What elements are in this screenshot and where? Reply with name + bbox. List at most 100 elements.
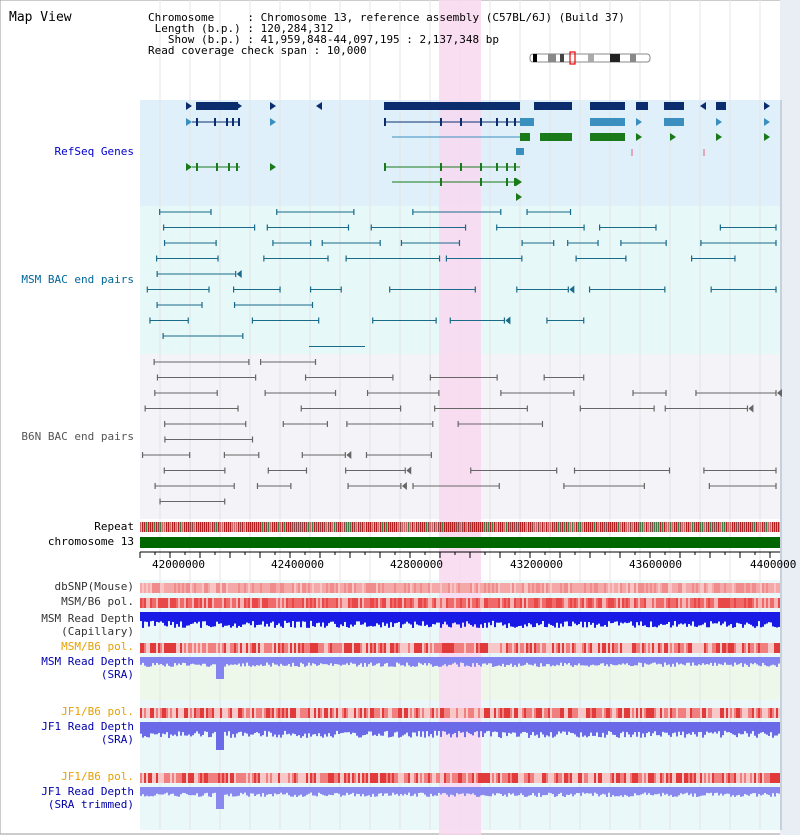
read-depth-bar: [298, 787, 300, 796]
read-depth-bar: [510, 787, 512, 795]
read-depth-bar: [764, 657, 766, 666]
polymorphism-cell: [768, 598, 770, 608]
track-label-msm-depth-sra[interactable]: MSM Read Depth: [41, 655, 134, 668]
track-label-jf1-depth-sra-sub: (SRA): [100, 733, 134, 746]
read-depth-bar: [392, 612, 394, 627]
track-label-msm-b6-pol-2[interactable]: MSM/B6 pol.: [61, 640, 134, 653]
polymorphism-cell: [260, 773, 262, 783]
polymorphism-cell: [388, 773, 390, 783]
track-label-jf1-b6-pol-2[interactable]: JF1/B6 pol.: [61, 770, 134, 783]
polymorphism-cell: [246, 583, 248, 593]
polymorphism-cell: [470, 598, 472, 608]
polymorphism-cell: [770, 598, 772, 608]
repeat-feature: [304, 522, 306, 532]
read-depth-bar: [470, 787, 472, 795]
polymorphism-cell: [626, 583, 628, 593]
read-depth-bar: [386, 657, 388, 663]
track-label-jf1-b6-pol[interactable]: JF1/B6 pol.: [61, 705, 134, 718]
polymorphism-cell: [740, 598, 742, 608]
read-depth-bar: [696, 722, 698, 737]
polymorphism-cell: [688, 643, 690, 653]
polymorphism-cell: [326, 643, 328, 653]
read-depth-bar: [282, 612, 284, 628]
read-depth-bar: [746, 722, 748, 734]
polymorphism-cell: [384, 583, 386, 593]
read-depth-bar: [300, 657, 302, 663]
polymorphism-cell: [648, 773, 650, 783]
read-depth-bar: [480, 612, 482, 625]
read-depth-bar: [370, 787, 372, 797]
polymorphism-cell: [476, 598, 478, 608]
repeat-feature: [414, 522, 416, 532]
read-depth-bar: [558, 657, 560, 666]
polymorphism-cell: [258, 598, 260, 608]
read-depth-bar: [182, 657, 184, 663]
read-depth-bar: [662, 612, 664, 625]
read-depth-bar: [212, 722, 214, 734]
read-depth-bar: [202, 657, 204, 664]
track-label-jf1-depth-trimmed[interactable]: JF1 Read Depth: [41, 785, 134, 798]
polymorphism-cell: [204, 773, 206, 783]
polymorphism-cell: [518, 773, 520, 783]
read-depth-bar: [558, 722, 560, 732]
read-depth-bar: [372, 787, 374, 794]
track-label-msm-bac-end-pairs[interactable]: MSM BAC end pairs: [21, 273, 134, 286]
polymorphism-cell: [592, 773, 594, 783]
read-depth-bar: [438, 612, 440, 623]
polymorphism-cell: [338, 708, 340, 718]
polymorphism-cell: [508, 773, 510, 783]
read-depth-bar: [686, 657, 688, 663]
polymorphism-cell: [334, 643, 336, 653]
read-depth-bar: [442, 612, 444, 625]
polymorphism-cell: [736, 773, 738, 783]
polymorphism-cell: [240, 643, 242, 653]
polymorphism-cell: [744, 598, 746, 608]
read-depth-bar: [430, 657, 432, 665]
polymorphism-cell: [200, 773, 202, 783]
read-depth-bar: [606, 657, 608, 665]
read-depth-bar: [736, 722, 738, 738]
polymorphism-cell: [496, 708, 498, 718]
read-depth-bar: [496, 612, 498, 623]
polymorphism-cell: [268, 643, 270, 653]
polymorphism-cell: [488, 583, 490, 593]
polymorphism-cell: [636, 773, 638, 783]
track-label-refseq-genes[interactable]: RefSeq Genes: [54, 145, 134, 158]
track-label-b6n-bac-end-pairs[interactable]: B6N BAC end pairs: [21, 430, 134, 443]
track-label-repeat[interactable]: Repeat: [94, 520, 134, 533]
polymorphism-cell: [446, 708, 448, 718]
read-depth-bar: [252, 722, 254, 735]
read-depth-bar: [398, 722, 400, 738]
track-label-dbsnp[interactable]: dbSNP(Mouse): [54, 580, 134, 593]
track-label-jf1-depth-sra[interactable]: JF1 Read Depth: [41, 720, 134, 733]
read-depth-bar: [672, 722, 674, 734]
polymorphism-cell: [778, 598, 780, 608]
polymorphism-cell: [588, 773, 590, 783]
read-depth-bar: [308, 612, 310, 628]
repeat-feature: [520, 522, 522, 532]
polymorphism-cell: [504, 583, 506, 593]
polymorphism-cell: [680, 643, 682, 653]
read-depth-bar: [232, 612, 234, 627]
read-depth-bar: [656, 787, 658, 795]
read-depth-bar: [144, 787, 146, 797]
repeat-feature: [222, 522, 224, 532]
read-depth-bar: [594, 612, 596, 628]
polymorphism-cell: [270, 583, 272, 593]
track-label-msm-depth-capillary[interactable]: MSM Read Depth: [41, 612, 134, 625]
gene-exon: [226, 118, 228, 126]
track-label-msm-b6-pol[interactable]: MSM/B6 pol.: [61, 595, 134, 608]
polymorphism-cell: [432, 643, 434, 653]
polymorphism-cell: [164, 773, 166, 783]
polymorphism-cell: [400, 598, 402, 608]
polymorphism-cell: [492, 708, 494, 718]
track-label-chromosome[interactable]: chromosome 13: [47, 535, 134, 548]
polymorphism-cell: [338, 598, 340, 608]
polymorphism-cell: [410, 598, 412, 608]
polymorphism-cell: [274, 583, 276, 593]
chromosome-label: Chromosome: [148, 11, 215, 24]
polymorphism-cell: [430, 583, 432, 593]
read-depth-bar: [536, 612, 538, 624]
polymorphism-cell: [730, 598, 732, 608]
polymorphism-cell: [620, 708, 622, 718]
